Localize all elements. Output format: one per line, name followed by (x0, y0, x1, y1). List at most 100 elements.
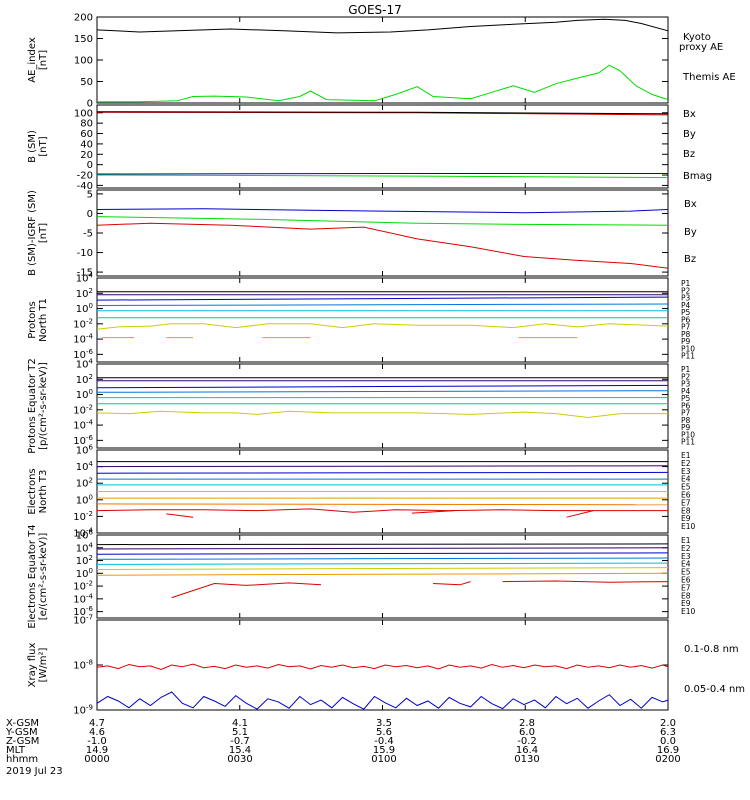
legend-xray-short: 0.05-0.4 nm (684, 684, 745, 695)
panel-frame (96, 363, 669, 449)
y-tick-label: 10-4 (73, 333, 93, 346)
series-e7 (96, 572, 669, 576)
y-axis-label: AE_index[nT] (27, 37, 49, 83)
series-p4 (96, 390, 669, 393)
legend-bx: Bx (683, 109, 696, 120)
legend-by: By (683, 129, 696, 140)
series-e3 (96, 471, 669, 474)
legend-p10: P10 (681, 344, 695, 353)
y-tick-label: 40 (80, 139, 93, 150)
series-e10b (411, 510, 455, 514)
y-tick-label: 10-2 (73, 510, 93, 523)
series-e8 (96, 503, 669, 506)
legend-p5: P5 (681, 394, 691, 403)
y-tick-label: 104 (76, 541, 94, 554)
legend-bz: Bz (684, 254, 696, 265)
ephem-label: MLT (6, 745, 26, 756)
series-e4 (96, 557, 669, 560)
legend-p2: P2 (681, 372, 691, 381)
ephem-value: 3.5 (376, 718, 392, 729)
y-tick-label: 106 (76, 529, 94, 542)
y-tick-label: 104 (76, 358, 94, 371)
chart-title: GOES-17 (348, 3, 402, 17)
legend-e10: E10 (681, 522, 696, 531)
legend-e7: E7 (681, 498, 691, 507)
y-axis-label: Xray flux[W/m²] (27, 643, 49, 688)
y-tick-label: 100 (74, 108, 93, 119)
y-tick-label: 102 (76, 554, 93, 567)
y-tick-label: -40 (77, 181, 93, 192)
legend-proxy-ae: proxy AE (679, 42, 723, 53)
legend-p10: P10 (681, 430, 695, 439)
legend-e5: E5 (681, 483, 691, 492)
legend-e8: E8 (681, 591, 691, 600)
legend-e2: E2 (681, 459, 691, 468)
series-e1 (96, 543, 669, 546)
y-tick-label: 0 (87, 209, 93, 220)
y-tick-label: 20 (80, 150, 93, 161)
panel-frame (96, 189, 669, 277)
y-tick-label: 104 (76, 460, 94, 473)
legend-themis-ae: Themis AE (682, 72, 736, 83)
legend-p5: P5 (681, 308, 691, 317)
ephem-value: 0000 (84, 754, 109, 765)
y-tick-label: 0 (87, 99, 93, 110)
panel-bigrf: -15 -10 -5 0 5 B (SM)-IGRF (SM)[nT] Bx By Bz (27, 189, 697, 278)
panel-frame (96, 534, 669, 619)
legend-e7: E7 (681, 583, 691, 592)
series-e3 (96, 552, 669, 555)
panel-frame (96, 16, 669, 104)
legend-p6: P6 (681, 401, 691, 410)
ephem-value: 5.6 (376, 727, 392, 738)
legend-p11: P11 (681, 438, 695, 447)
legend-bx: Bx (684, 199, 697, 210)
series-0-1-0-8-nm (96, 663, 669, 671)
series-e2 (96, 465, 669, 468)
legend-xray-long: 0.1-0.8 nm (684, 644, 739, 655)
y-tick-label: 60 (80, 129, 93, 140)
ephem-label: hhmm (6, 754, 38, 765)
legend-e6: E6 (681, 491, 691, 500)
series-bx (96, 208, 669, 214)
legend-e4: E4 (681, 560, 691, 569)
y-axis-label: ElectronsNorth T3 (27, 468, 49, 514)
legend-p8: P8 (681, 330, 691, 339)
y-tick-label: -5 (83, 229, 93, 240)
series-e9 (96, 508, 668, 513)
series-by (96, 216, 669, 226)
legend-p7: P7 (681, 323, 691, 332)
y-tick-label: 100 (76, 302, 93, 315)
y-tick-label: 10-4 (73, 592, 93, 605)
legend-p3: P3 (681, 294, 691, 303)
legend-bz: Bz (683, 149, 695, 160)
legend-p1: P1 (681, 279, 691, 288)
ephem-label: X-GSM (6, 718, 39, 729)
legend-p9: P9 (681, 423, 691, 432)
ephem-value: 4.1 (232, 718, 248, 729)
y-tick-label: 10-2 (73, 580, 93, 593)
series-e9b (433, 581, 471, 586)
ephem-value: 0130 (514, 754, 539, 765)
ephem-value: 4.7 (89, 718, 105, 729)
y-tick-label: 100 (74, 56, 93, 67)
y-axis-label: Electrons Equator T4[e/(cm²-s-sr-keV)] (27, 524, 49, 628)
series-bmag (96, 111, 669, 115)
legend-p11: P11 (681, 352, 695, 361)
ephem-value: 4.6 (89, 727, 105, 738)
ephem-value: 16.4 (516, 745, 538, 756)
legend-bmag: Bmag (683, 171, 712, 182)
legend-p4: P4 (681, 387, 691, 396)
y-tick-label: 102 (76, 373, 93, 386)
ephem-value: 5.1 (232, 727, 248, 738)
y-axis-label: ProtonsNorth T1 (27, 298, 49, 342)
ephem-value: 0200 (655, 754, 680, 765)
y-tick-label: 150 (74, 34, 93, 45)
y-axis-label: Protons Equator T2[p/(cm²-s-sr-keV)] (27, 358, 49, 454)
series-e10c (566, 510, 594, 518)
series-e6 (96, 567, 669, 570)
ephem-value: 6.3 (660, 727, 676, 738)
legend-p7: P7 (681, 409, 691, 418)
